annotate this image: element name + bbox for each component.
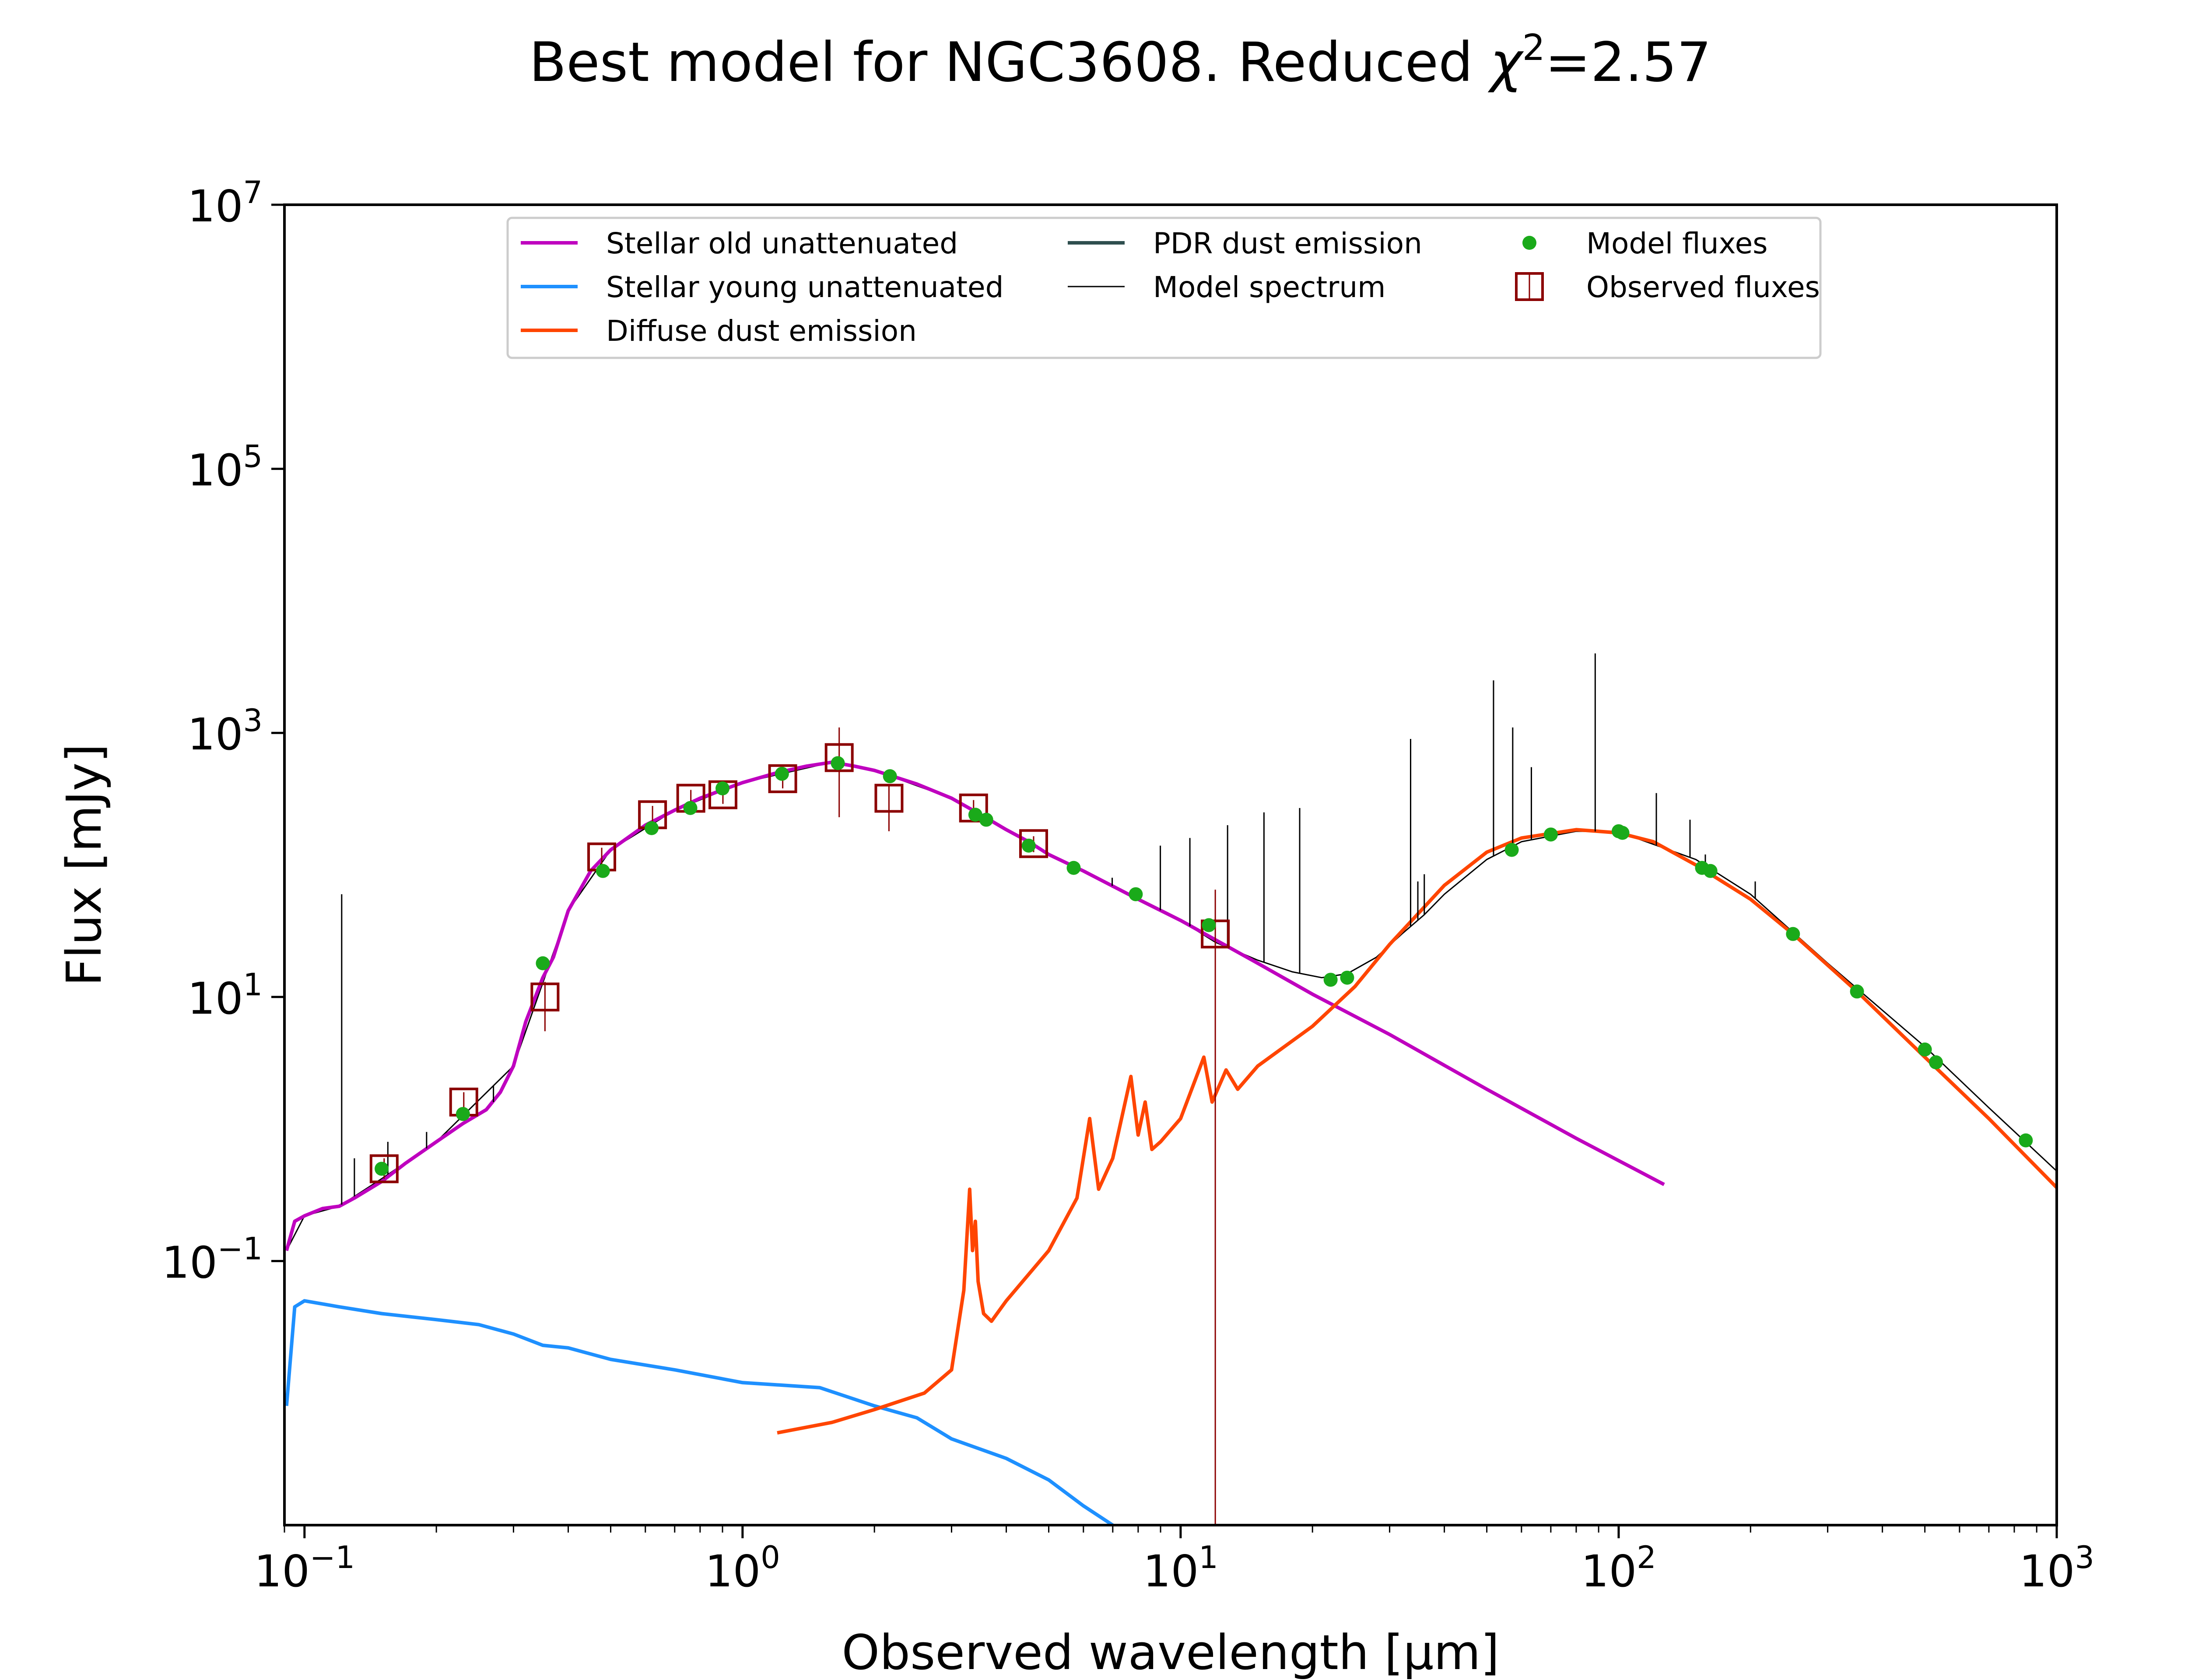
- legend-swatch-dot: [1522, 236, 1536, 250]
- model-flux-point: [1504, 843, 1519, 857]
- y-tick-label: 101: [187, 967, 263, 1024]
- model-flux-point: [2019, 1133, 2033, 1148]
- model-flux-point: [831, 756, 845, 770]
- plot-frame: [283, 203, 2058, 1526]
- model-flux-point: [1066, 861, 1081, 875]
- y-axis-ticks: 10−1 101 103 105 107: [162, 175, 284, 1288]
- y-tick-label: 103: [187, 703, 263, 760]
- x-tick-label: 102: [1581, 1540, 1656, 1597]
- model-flux-point: [1129, 887, 1143, 901]
- model-flux-point: [596, 864, 610, 878]
- observed-flux-marker: [824, 743, 854, 772]
- legend-box: [506, 217, 1822, 359]
- chart-title: Best model for NGC3608. Reduced χ2=2.57: [529, 27, 1711, 94]
- series-line-stellar-young: [284, 1299, 1114, 1525]
- model-flux-point: [375, 1162, 389, 1176]
- model-flux-point: [1202, 918, 1216, 932]
- observed-flux-marker: [369, 1154, 399, 1183]
- model-flux-point: [683, 801, 698, 815]
- y-tick-label: 10−1: [162, 1231, 263, 1288]
- model-flux-point: [775, 766, 789, 781]
- x-tick-label: 103: [2019, 1540, 2094, 1597]
- model-flux-point: [1323, 973, 1338, 987]
- x-axis-label: Observed wavelength [μm]: [842, 1624, 1500, 1680]
- observed-flux-marker: [874, 784, 904, 813]
- model-flux-point: [645, 821, 659, 835]
- observed-flux-marker: [1019, 829, 1048, 858]
- model-flux-point: [1786, 927, 1800, 941]
- model-flux-point: [536, 956, 550, 970]
- x-tick-label: 10−1: [254, 1540, 355, 1597]
- legend-label: Diffuse dust emission: [606, 314, 917, 348]
- model-flux-point: [968, 808, 982, 822]
- observed-flux-marker: [1201, 919, 1230, 948]
- x-axis-ticks: 10−1 100 101 102 103: [254, 1525, 2094, 1597]
- model-flux-point: [1703, 864, 1718, 878]
- legend: Stellar old unattenuated Stellar young un…: [506, 217, 1822, 359]
- x-tick-label: 100: [705, 1540, 780, 1597]
- model-flux-point: [1021, 838, 1036, 853]
- y-axis-label: Flux [mJy]: [56, 744, 112, 986]
- model-flux-point: [715, 781, 730, 796]
- observed-flux-marker: [768, 764, 797, 793]
- series-line-diffuse-dust: [777, 828, 2057, 1435]
- model-flux-point: [1615, 826, 1630, 840]
- legend-label: Model fluxes: [1586, 227, 1768, 260]
- model-flux-point: [883, 769, 897, 784]
- legend-label: Stellar old unattenuated: [606, 227, 958, 260]
- legend-label: PDR dust emission: [1153, 227, 1422, 260]
- model-flux-point: [1850, 984, 1864, 999]
- observed-flux-marker: [530, 982, 560, 1012]
- model-flux-point: [979, 812, 993, 827]
- model-flux-point: [456, 1107, 470, 1121]
- x-tick-label: 101: [1143, 1540, 1218, 1597]
- y-tick-label: 107: [187, 175, 263, 232]
- model-flux-point: [1340, 970, 1354, 985]
- model-flux-point: [1918, 1042, 1932, 1057]
- y-tick-label: 105: [187, 439, 263, 496]
- legend-label: Observed fluxes: [1586, 270, 1820, 304]
- plot-area: [284, 653, 2057, 1525]
- legend-label: Stellar young unattenuated: [606, 270, 1004, 304]
- model-flux-point: [1543, 827, 1558, 842]
- model-flux-point: [1929, 1055, 1943, 1070]
- legend-label: Model spectrum: [1153, 270, 1385, 304]
